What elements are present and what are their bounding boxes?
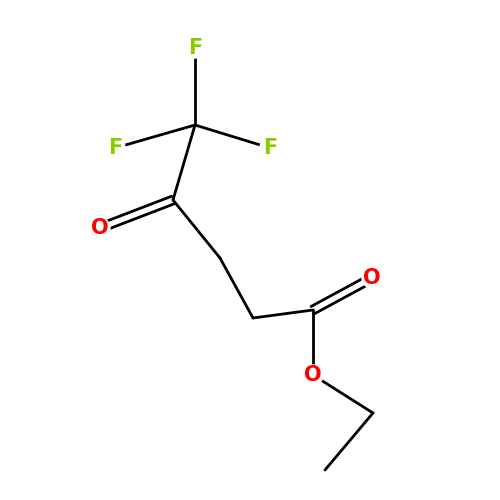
Circle shape — [303, 365, 323, 385]
Circle shape — [90, 218, 110, 238]
Text: O: O — [363, 268, 381, 288]
Circle shape — [185, 38, 205, 58]
Text: O: O — [304, 365, 322, 385]
Text: F: F — [188, 38, 202, 58]
Text: F: F — [108, 138, 122, 158]
Text: O: O — [91, 218, 109, 238]
Circle shape — [362, 268, 382, 288]
Circle shape — [260, 138, 280, 158]
Text: F: F — [263, 138, 277, 158]
Circle shape — [105, 138, 125, 158]
